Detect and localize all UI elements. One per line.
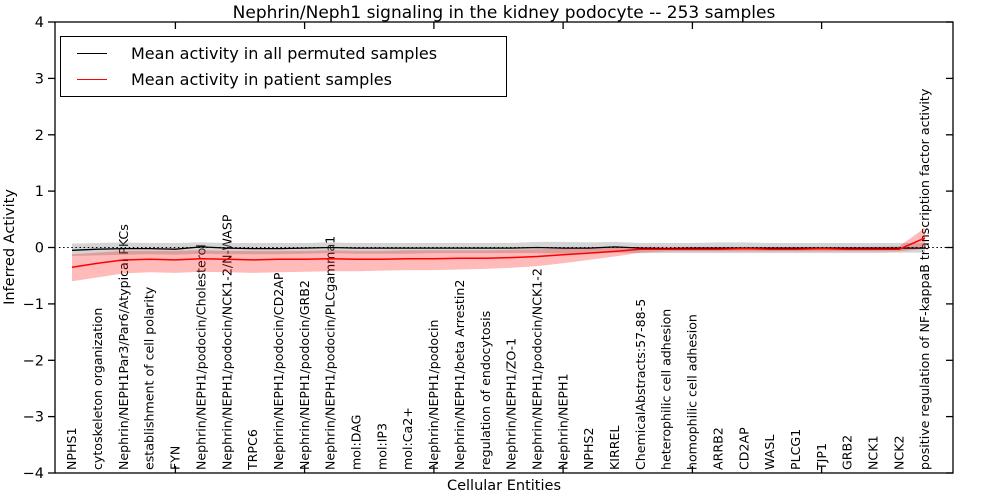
- x-category-label: regulation of endocytosis: [478, 311, 493, 470]
- y-axis-label: Inferred Activity: [2, 189, 18, 305]
- x-category-label: Nephrin/NEPH1/podocin/CD2AP: [271, 272, 286, 470]
- x-category-label: GRB2: [840, 435, 855, 470]
- permuted-mean-line: [71, 246, 925, 251]
- y-tick-label: 3: [35, 71, 44, 87]
- x-category-label: ChemicalAbstracts:57-88-5: [633, 299, 648, 470]
- x-category-label: homophilic cell adhesion: [685, 314, 700, 470]
- x-category-label: Nephrin/NEPH1/podocin/NCK1-2: [529, 268, 544, 470]
- x-category-label: TJP1: [814, 443, 829, 471]
- x-category-labels: NPHS1 cytoskeleton organization Nephrin/NE…: [64, 88, 932, 471]
- y-tick-label: 4: [35, 15, 44, 31]
- x-category-label: CD2AP: [736, 427, 751, 470]
- x-category-label: positive regulation of NF-kappaB transcr…: [917, 88, 932, 470]
- x-category-label: establishment of cell polarity: [142, 286, 157, 470]
- x-category-label: Nephrin/NEPH1/podocin/NCK1-2/N-WASP: [219, 214, 234, 470]
- x-category-label: NCK1: [865, 436, 880, 471]
- permuted-confidence-band: [72, 241, 925, 256]
- y-tick-label: 0: [35, 241, 44, 257]
- x-category-label: Nephrin/NEPH1/beta Arrestin2: [452, 280, 467, 470]
- x-category-label: TRPC6: [245, 429, 260, 471]
- patient-confidence-band: [72, 227, 925, 282]
- y-tick-label: −4: [23, 466, 44, 482]
- x-category-label: Nephrin/NEPH1/podocin/PLCgamma1: [323, 236, 338, 470]
- x-category-label: NPHS1: [64, 428, 79, 471]
- x-category-label: KIRREL: [607, 426, 622, 470]
- x-category-label: ARRB2: [710, 427, 725, 470]
- x-category-label: FYN: [168, 446, 183, 470]
- x-axis-ticks: [174, 22, 823, 473]
- y-tick-label: −2: [23, 353, 44, 369]
- x-category-label: heterophilic cell adhesion: [659, 309, 674, 470]
- x-category-label: WASL: [762, 435, 777, 470]
- x-category-label: NCK2: [891, 436, 906, 471]
- legend-line-swatch-black: [77, 52, 107, 54]
- y-tick-label: −1: [23, 297, 44, 313]
- x-category-label: mol:IP3: [374, 423, 389, 470]
- x-axis-label: Cellular Entities: [446, 478, 562, 494]
- y-tick-label: 1: [35, 184, 44, 200]
- patient-mean-line: [71, 237, 926, 268]
- legend-entry-permuted: Mean activity in all permuted samples: [61, 44, 506, 63]
- x-category-label: cytoskeleton organization: [90, 308, 105, 470]
- y-tick-label: 2: [35, 128, 44, 144]
- chart-title: Nephrin/Neph1 signaling in the kidney po…: [232, 3, 776, 23]
- x-category-label: Nephrin/NEPH1Par3/Par6/Atypical PKCs: [116, 224, 131, 470]
- x-category-label: mol:Ca2+: [400, 407, 415, 470]
- legend-label-permuted: Mean activity in all permuted samples: [131, 43, 438, 63]
- y-axis-ticks: −4 −3 −2 −1 0 1 2 3 4: [23, 15, 953, 482]
- x-category-label: Nephrin/NEPH1/podocin/Cholesterol: [193, 244, 208, 470]
- legend-entry-patient: Mean activity in patient samples: [61, 70, 506, 89]
- legend-label-patient: Mean activity in patient samples: [131, 70, 392, 90]
- legend: Mean activity in all permuted samples Me…: [60, 36, 507, 97]
- x-category-label: Nephrin/NEPH1: [555, 373, 570, 470]
- x-category-label: NPHS2: [581, 428, 596, 471]
- x-category-label: PLCG1: [788, 429, 803, 470]
- x-category-label: Nephrin/NEPH1/ZO-1: [504, 338, 519, 470]
- x-category-label: Nephrin/NEPH1/podocin: [426, 319, 441, 470]
- x-category-label: mol:DAG: [348, 415, 363, 470]
- legend-line-swatch-red: [77, 79, 107, 81]
- y-tick-label: −3: [23, 410, 44, 426]
- x-category-label: Nephrin/NEPH1/podocin/GRB2: [297, 280, 312, 470]
